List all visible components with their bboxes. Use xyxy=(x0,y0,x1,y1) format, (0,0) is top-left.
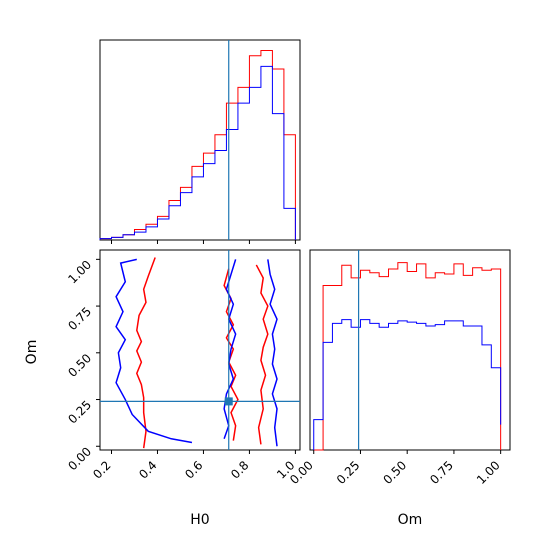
contour-red-1 xyxy=(223,268,239,441)
contour-frame xyxy=(99,249,301,451)
om-histogram-series-blue xyxy=(313,319,502,450)
om-x-tick-label: 1.00 xyxy=(474,458,503,487)
om-histogram-series-red xyxy=(313,262,502,451)
contour-red-0 xyxy=(135,257,156,449)
om-x-tick-label: 0.25 xyxy=(334,458,363,487)
h0-histogram-panel xyxy=(99,39,301,244)
om-histogram-panel: 0.00 0.25 0.50 0.75 1.00 xyxy=(287,249,511,487)
h0-histogram-frame xyxy=(99,39,301,241)
contour-red-2 xyxy=(255,264,269,445)
h0-om-contour-panel: 0.2 0.4 0.6 0.8 1.00.000.250.500.751.00 xyxy=(65,249,301,482)
om-y-tick-label: 0.50 xyxy=(65,351,94,380)
h0-tick-label: 0.6 xyxy=(182,458,205,481)
h0-tick-label: 0.4 xyxy=(136,458,159,481)
truth-marker xyxy=(224,397,233,406)
h0-tick-label: 0.2 xyxy=(90,458,113,481)
x-axis-label-om: Om xyxy=(398,512,423,528)
y-axis-label-om: Om xyxy=(24,340,40,365)
contour-blue-1 xyxy=(223,259,237,440)
om-y-tick-label: 0.75 xyxy=(65,304,94,333)
om-y-tick-label: 0.00 xyxy=(65,444,94,473)
om-x-tick-label: 0.75 xyxy=(427,458,456,487)
om-x-tick-label: 0.50 xyxy=(381,458,410,487)
h0-tick-label: 0.8 xyxy=(228,458,251,481)
contour-blue-0 xyxy=(115,258,193,444)
om-y-tick-label: 0.25 xyxy=(65,398,94,427)
contour-blue-2 xyxy=(267,259,278,447)
h0-histogram-series-red xyxy=(99,50,296,240)
om-histogram-frame xyxy=(309,249,511,451)
x-axis-label-h0: H0 xyxy=(190,512,209,528)
h0-histogram-series-blue xyxy=(99,65,296,240)
om-y-tick-label: 1.00 xyxy=(65,258,94,287)
